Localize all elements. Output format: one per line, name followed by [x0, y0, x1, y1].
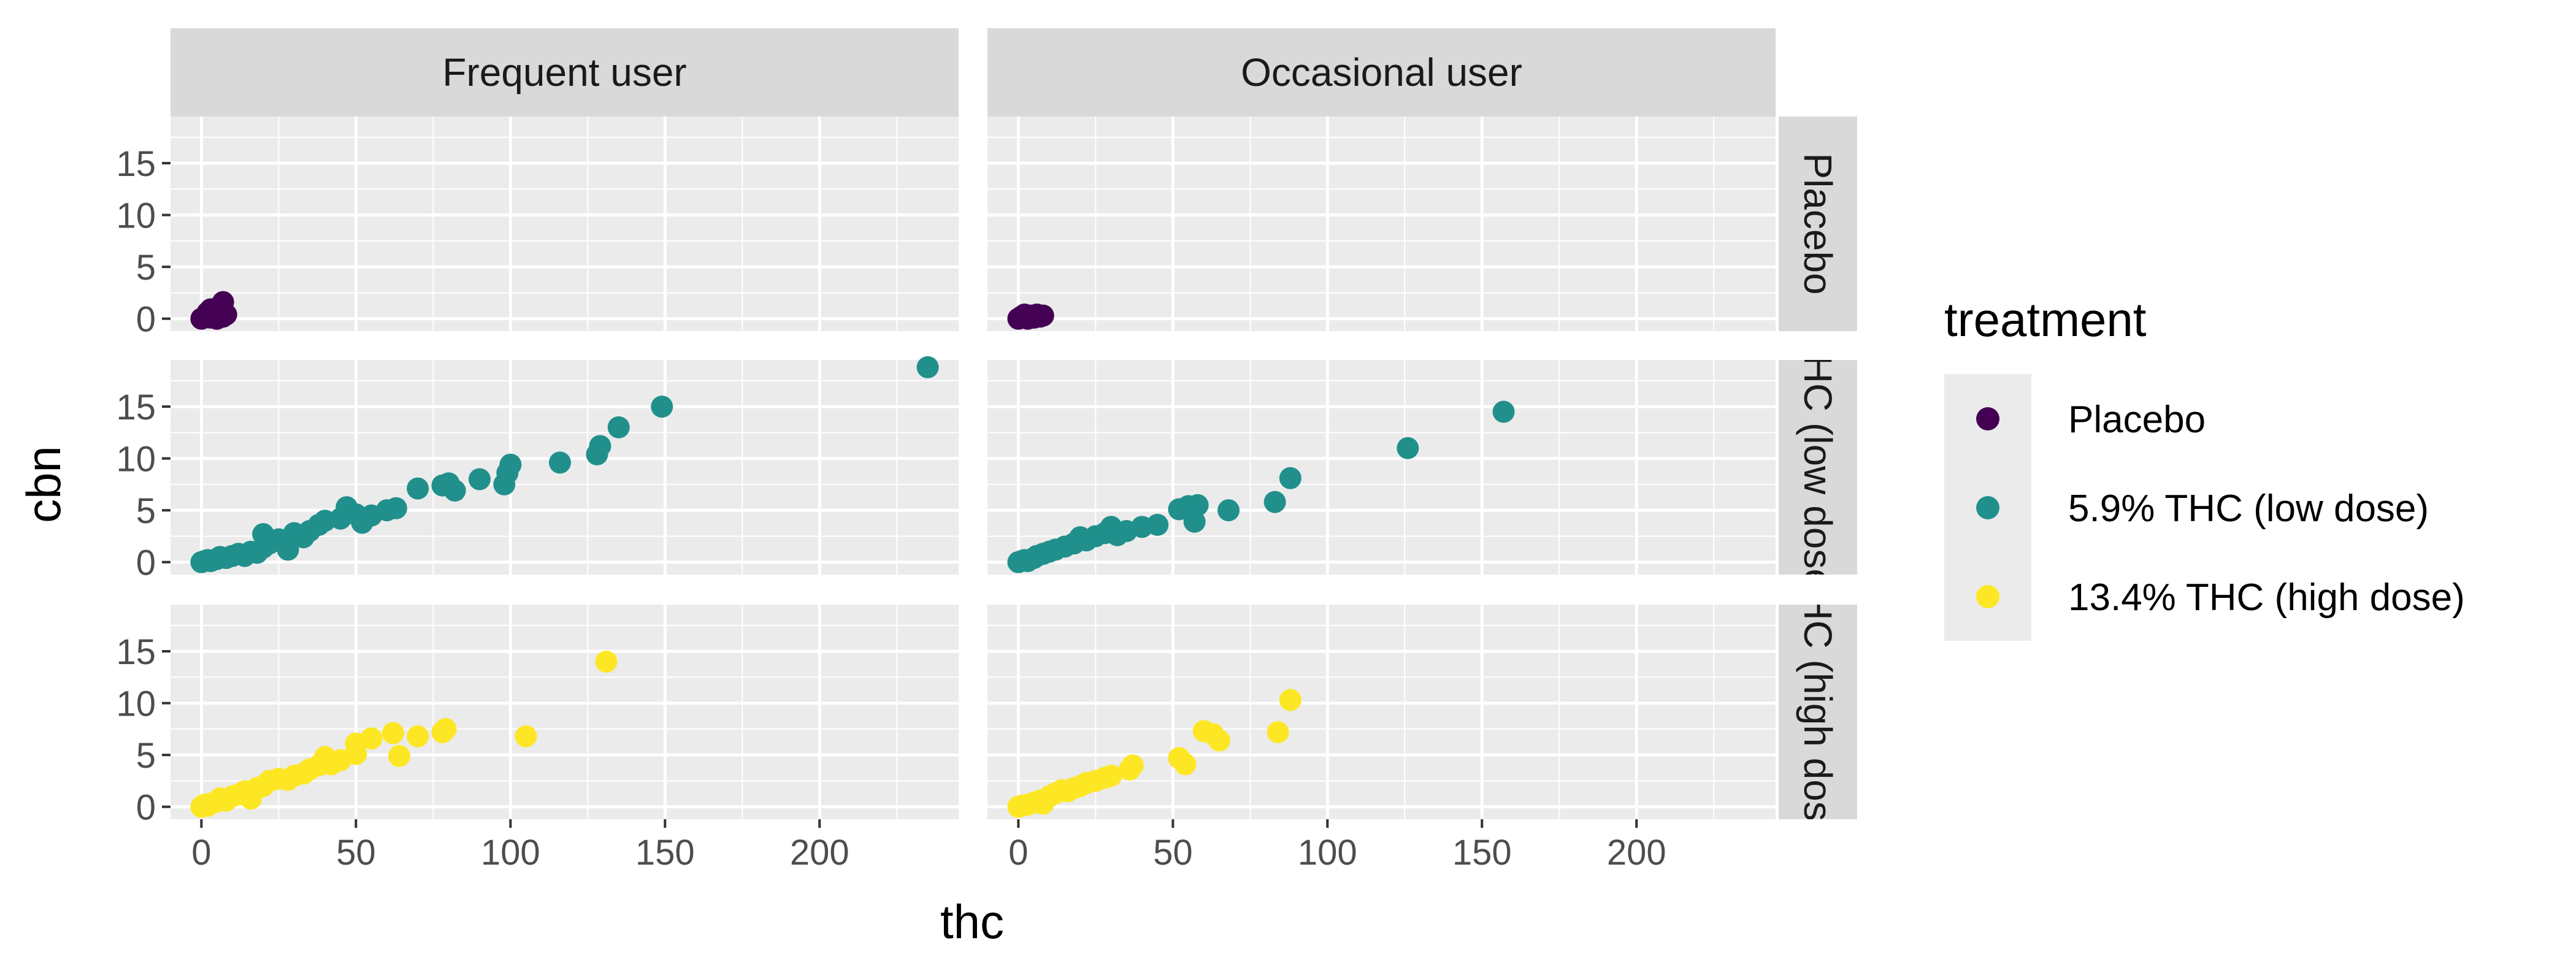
data-point [434, 717, 457, 740]
row-strip [1779, 117, 1857, 331]
y-tick-label: 5 [136, 248, 156, 288]
data-point [589, 435, 611, 457]
facet-panels: Frequent user Occasional user Placebo THC (… [116, 28, 1857, 873]
data-point [1183, 510, 1206, 533]
data-point [1208, 729, 1230, 752]
panel-points [1007, 689, 1301, 818]
row-strip-label: THC (high dose) [1796, 568, 1840, 856]
row-strip-label: THC (low dose) [1796, 331, 1840, 604]
y-tick-label: 0 [136, 543, 156, 583]
data-point [407, 725, 429, 748]
x-axis-title: thc [940, 895, 1004, 949]
legend-title: treatment [1944, 292, 2147, 346]
y-axis-title: cbn [17, 446, 71, 523]
x-tick-label: 50 [1153, 833, 1193, 873]
data-point [595, 650, 618, 673]
data-point [209, 304, 231, 327]
column-strip-label: Frequent user [442, 50, 686, 94]
data-point [381, 722, 404, 744]
panel [987, 360, 1776, 575]
y-tick-label: 10 [116, 684, 156, 724]
x-tick-label: 150 [1452, 833, 1512, 873]
legend: treatment Placebo 5.9% THC (low dose) 13.4… [1944, 292, 2465, 641]
legend-key [1976, 496, 1999, 519]
data-point [1397, 437, 1419, 459]
row-strip [1779, 360, 1857, 575]
data-point [407, 477, 429, 500]
data-point [1279, 467, 1301, 489]
data-point [1100, 764, 1122, 787]
panel-points [1007, 303, 1054, 330]
y-tick-label: 15 [116, 632, 156, 672]
x-tick-label: 150 [635, 833, 695, 873]
column-strip-label: Occasional user [1241, 50, 1522, 94]
panel [987, 117, 1776, 331]
data-point [1267, 721, 1289, 743]
data-point [1174, 753, 1197, 776]
data-point [607, 416, 630, 438]
data-point [1263, 491, 1286, 513]
data-point [1186, 494, 1209, 516]
column-strip [171, 28, 959, 117]
data-point [1492, 400, 1515, 423]
panel-points [190, 291, 237, 330]
data-point [388, 744, 410, 767]
panel-background [987, 117, 1776, 331]
x-tick-label: 100 [1298, 833, 1357, 873]
y-tick-label: 15 [116, 144, 156, 184]
data-point [515, 725, 537, 748]
data-point [277, 538, 299, 561]
legend-key [1976, 585, 1999, 608]
x-tick-label: 50 [336, 833, 376, 873]
y-tick-label: 10 [116, 196, 156, 236]
data-point [1032, 304, 1054, 327]
x-tick-label: 200 [790, 833, 849, 873]
legend-key [1976, 407, 1999, 430]
x-tick-label: 200 [1607, 833, 1666, 873]
panel-background [171, 117, 959, 331]
data-point [1279, 689, 1301, 711]
panel-points [190, 650, 618, 818]
data-point [1121, 754, 1144, 777]
panel [987, 605, 1776, 819]
data-point [385, 497, 407, 519]
panel [171, 117, 959, 331]
column-strip [987, 28, 1776, 117]
data-point [1013, 307, 1036, 329]
data-point [1146, 513, 1169, 536]
row-strip-label: Placebo [1796, 153, 1840, 294]
y-tick-label: 15 [116, 388, 156, 427]
data-point [1217, 499, 1240, 522]
y-tick-label: 5 [136, 491, 156, 531]
data-point [443, 480, 466, 502]
y-tick-label: 0 [136, 788, 156, 828]
data-point [548, 451, 571, 474]
legend-entry-label: 13.4% THC (high dose) [2068, 576, 2465, 619]
data-point [651, 396, 673, 418]
data-point [360, 727, 383, 750]
y-tick-label: 0 [136, 300, 156, 340]
legend-entry-label: 5.9% THC (low dose) [2068, 488, 2429, 530]
data-point [468, 468, 491, 491]
data-point [496, 462, 519, 484]
legend-entry-label: Placebo [2068, 399, 2206, 441]
panel-points [190, 356, 939, 573]
y-tick-label: 5 [136, 736, 156, 776]
y-tick-label: 10 [116, 440, 156, 480]
panel-points [1007, 400, 1515, 573]
x-tick-label: 100 [481, 833, 540, 873]
x-tick-label: 0 [191, 833, 211, 873]
data-point [916, 356, 939, 378]
row-strip [1779, 605, 1857, 819]
x-tick-label: 0 [1008, 833, 1028, 873]
